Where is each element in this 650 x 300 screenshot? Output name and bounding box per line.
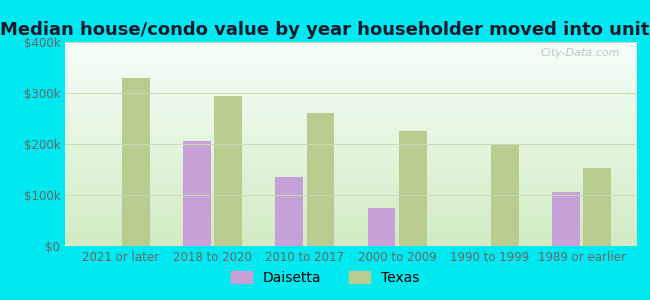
Bar [214,95,242,246]
Bar [276,177,303,246]
Text: Median house/condo value by year householder moved into unit: Median house/condo value by year househo… [0,21,650,39]
Legend: Daisetta, Texas: Daisetta, Texas [225,265,425,290]
Bar [491,145,519,246]
Bar [552,193,580,246]
Bar [183,141,211,246]
Bar [122,78,150,246]
Bar [584,169,611,246]
Text: City-Data.com: City-Data.com [540,48,620,58]
Bar [399,131,426,246]
Bar [307,113,334,246]
Bar [368,208,395,246]
